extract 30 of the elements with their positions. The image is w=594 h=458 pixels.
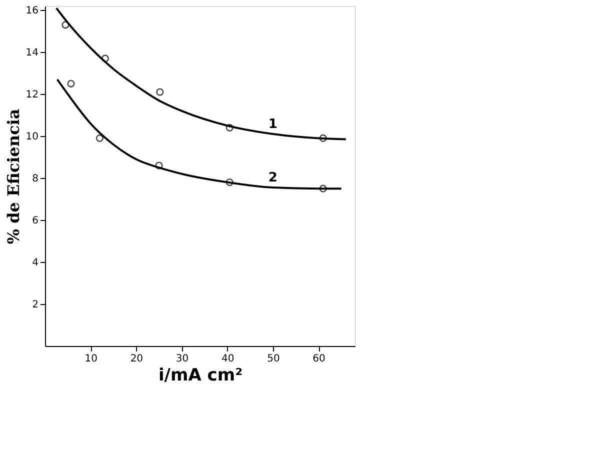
x-tick-label: 30 [176, 354, 189, 364]
point [156, 88, 164, 96]
y-tick-label: 4 [32, 258, 38, 269]
point [62, 21, 70, 29]
point [67, 80, 75, 88]
x-tick-label: 10 [84, 354, 98, 364]
line-series [56, 78, 342, 190]
y-axis-title: % de Eficiencia [4, 108, 23, 244]
x-axis-title: i/mA cm² [158, 366, 243, 386]
point [319, 184, 327, 192]
point [101, 54, 109, 62]
y-tick-label: 16 [26, 6, 38, 17]
series-label: 1 [268, 117, 278, 132]
line-series [55, 7, 347, 140]
point [96, 134, 104, 142]
point [155, 162, 163, 170]
series-label: 2 [268, 170, 278, 186]
point [226, 178, 234, 186]
x-tick-label: 40 [221, 354, 234, 364]
y-tick-label: 2 [32, 300, 38, 311]
y-tick-label: 6 [32, 216, 38, 227]
y-tick-label: 14 [26, 48, 38, 59]
x-tick-label: 50 [267, 354, 280, 364]
point [226, 124, 234, 132]
y-tick-label: 8 [32, 174, 38, 185]
y-tick-label: 12 [26, 90, 38, 101]
x-tick-label: 20 [130, 354, 144, 364]
x-tick-label: 60 [312, 354, 326, 364]
y-tick-label: 10 [26, 132, 38, 143]
point [319, 134, 327, 142]
